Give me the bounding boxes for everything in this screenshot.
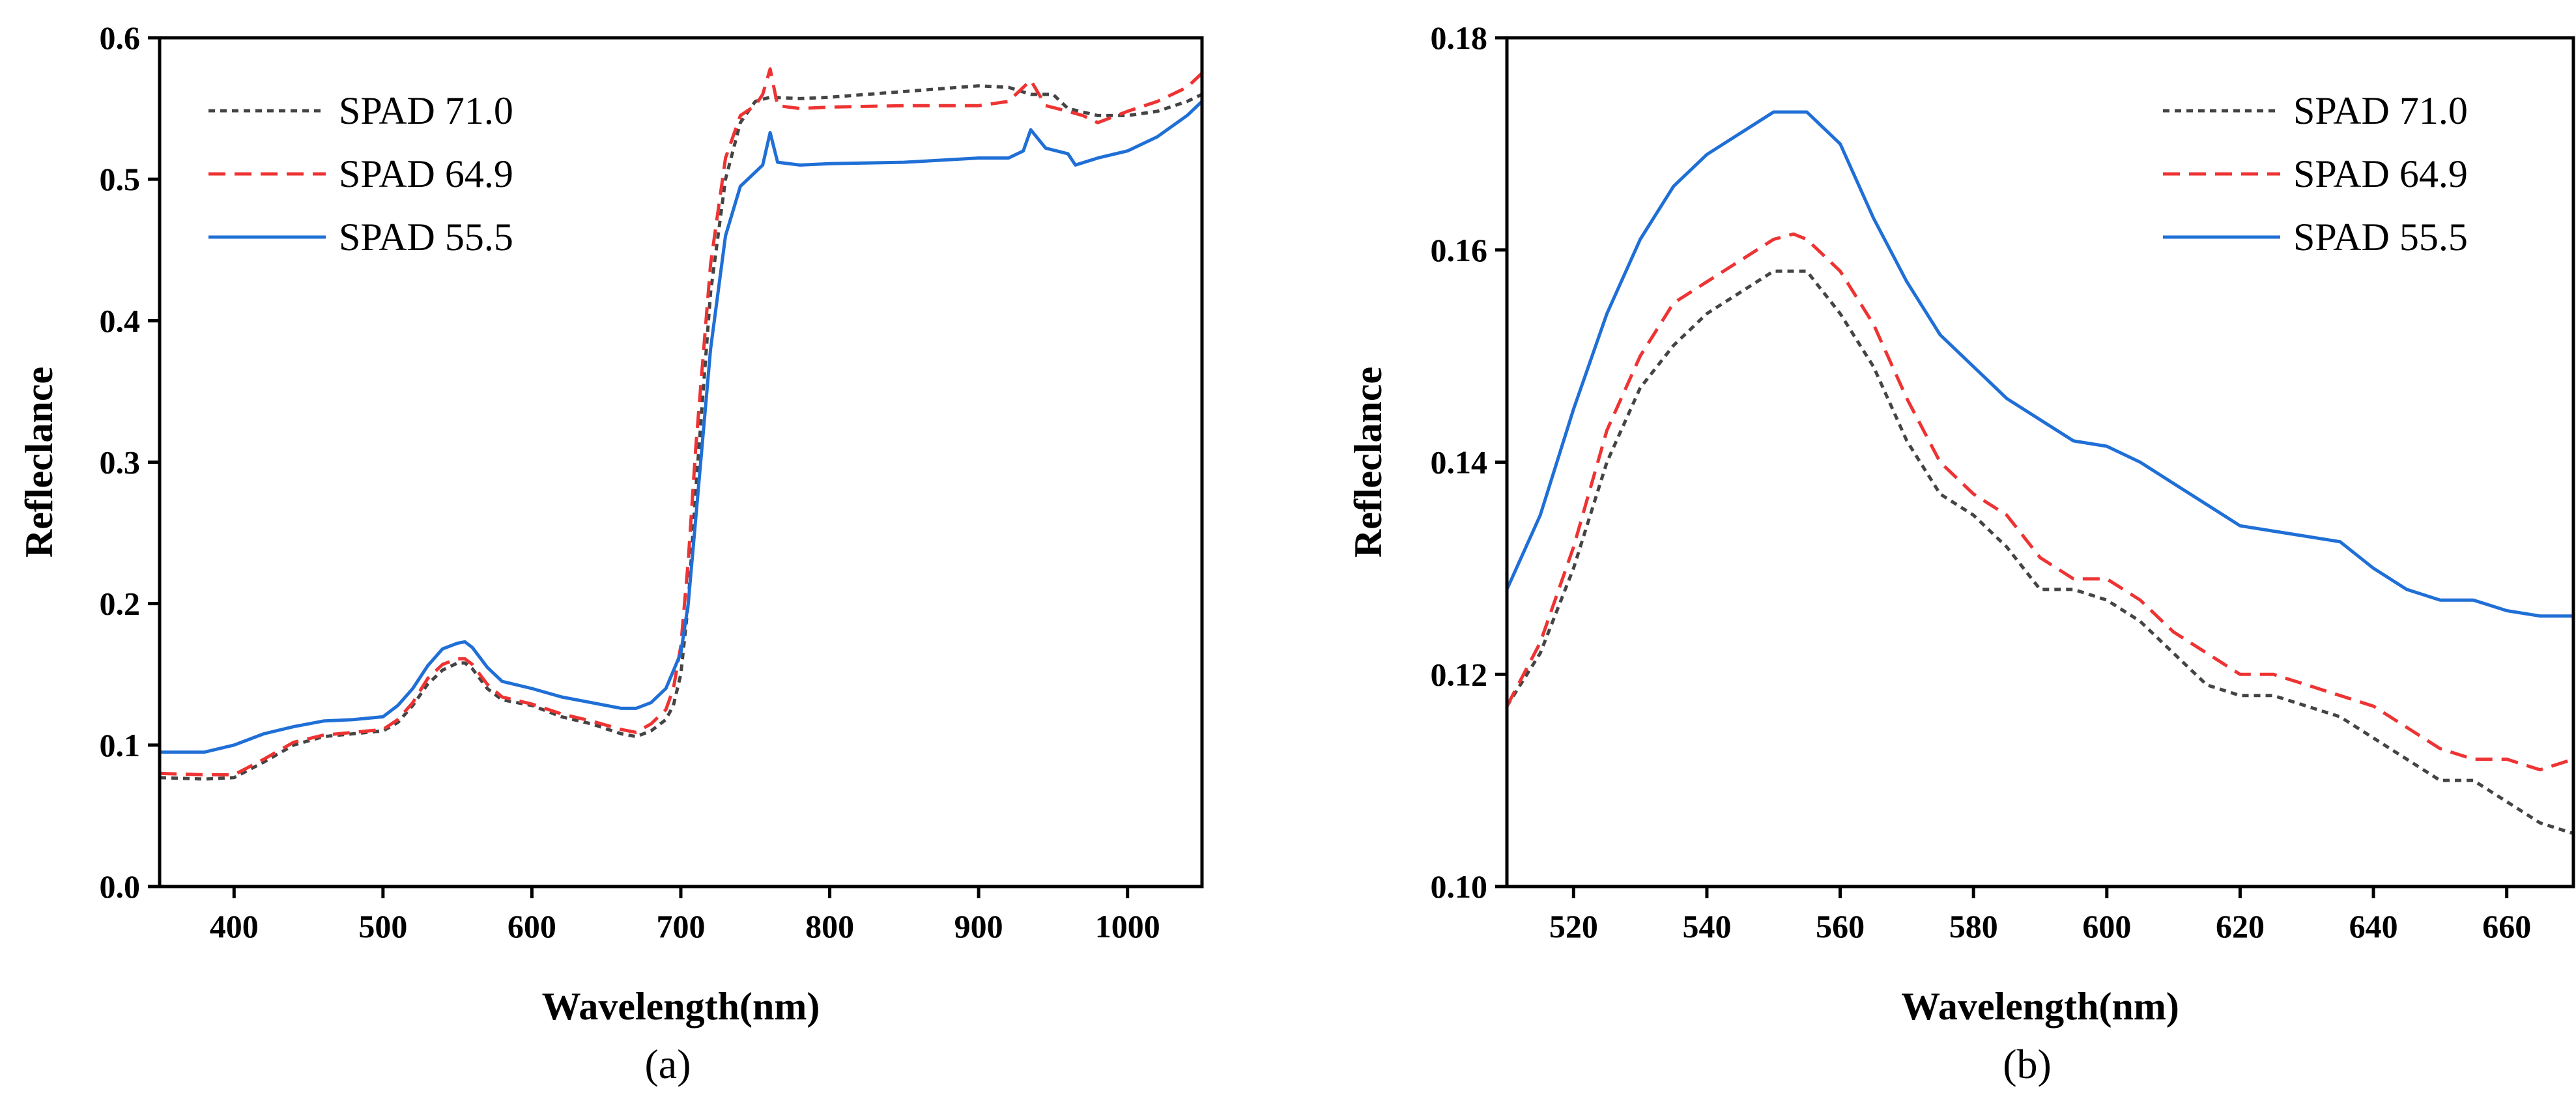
panel-label: (a) (644, 1041, 691, 1087)
x-tick-label: 600 (508, 908, 556, 945)
x-tick-label: 600 (2082, 908, 2131, 945)
x-tick-label: 560 (1816, 908, 1865, 945)
y-tick-label: 0.0 (100, 868, 141, 905)
legend-label: SPAD 71.0 (339, 89, 513, 132)
series-line-spad-71-0 (159, 84, 1203, 781)
y-tick-label: 0.18 (1431, 20, 1488, 56)
legend: SPAD 71.0 SPAD 64.9 SPAD 55.5 (2163, 89, 2468, 259)
x-tick-label: 520 (1549, 908, 1598, 945)
chart-b: 520 540 560 580 600 620 640 660 0.10 0.12 0.14 0.16… (1347, 20, 2575, 1087)
legend-label: SPAD 55.5 (2293, 216, 2468, 259)
legend-label: SPAD 64.9 (2293, 152, 2468, 195)
y-tick-label: 0.16 (1431, 232, 1488, 268)
chart-a: 400 500 600 700 800 900 1000 0.0 0.1 0.2 0.3 0.4 0.5… (18, 20, 1204, 1087)
x-axis-title: Wavelength(nm) (1901, 985, 2179, 1028)
panel-label: (b) (2003, 1041, 2052, 1087)
x-tick-label: 900 (954, 908, 1003, 945)
y-axis-title: Refleclance (1347, 367, 1390, 558)
legend: SPAD 71.0 SPAD 64.9 SPAD 55.5 (208, 89, 513, 259)
series-line-spad-64-9 (159, 67, 1203, 776)
y-tick-label: 0.10 (1431, 868, 1488, 905)
x-tick-label: 400 (210, 908, 259, 945)
y-tick-label: 0.3 (100, 444, 141, 481)
series-line-spad-64-9 (1505, 232, 2574, 772)
y-tick-label: 0.1 (100, 727, 141, 763)
y-tick-label: 0.2 (100, 586, 141, 622)
x-tick-label: 800 (805, 908, 854, 945)
legend-label: SPAD 64.9 (339, 152, 513, 195)
x-axis-title: Wavelength(nm) (542, 985, 820, 1028)
y-tick-label: 0.4 (100, 302, 141, 339)
plot-frame (158, 36, 1204, 888)
x-tick-label: 700 (657, 908, 706, 945)
y-tick-label: 0.5 (100, 161, 141, 197)
x-tick-label: 640 (2349, 908, 2398, 945)
legend-label: SPAD 55.5 (339, 216, 513, 259)
y-tick-label: 0.12 (1431, 656, 1488, 692)
x-tick-label: 1000 (1095, 908, 1160, 945)
y-tick-label: 0.6 (100, 20, 141, 56)
series-line-spad-55-5 (1505, 110, 2573, 618)
x-tick-label: 540 (1682, 908, 1731, 945)
x-tick-label: 580 (1949, 908, 1998, 945)
y-tick-label: 0.14 (1431, 444, 1488, 481)
x-tick-label: 660 (2482, 908, 2531, 945)
legend-label: SPAD 71.0 (2293, 89, 2468, 132)
x-tick-label: 620 (2216, 908, 2265, 945)
series-line-spad-71-0 (1505, 269, 2574, 835)
series-line-spad-55-5 (160, 100, 1203, 754)
y-axis-title: Refleclance (18, 367, 61, 558)
x-tick-label: 500 (358, 908, 407, 945)
